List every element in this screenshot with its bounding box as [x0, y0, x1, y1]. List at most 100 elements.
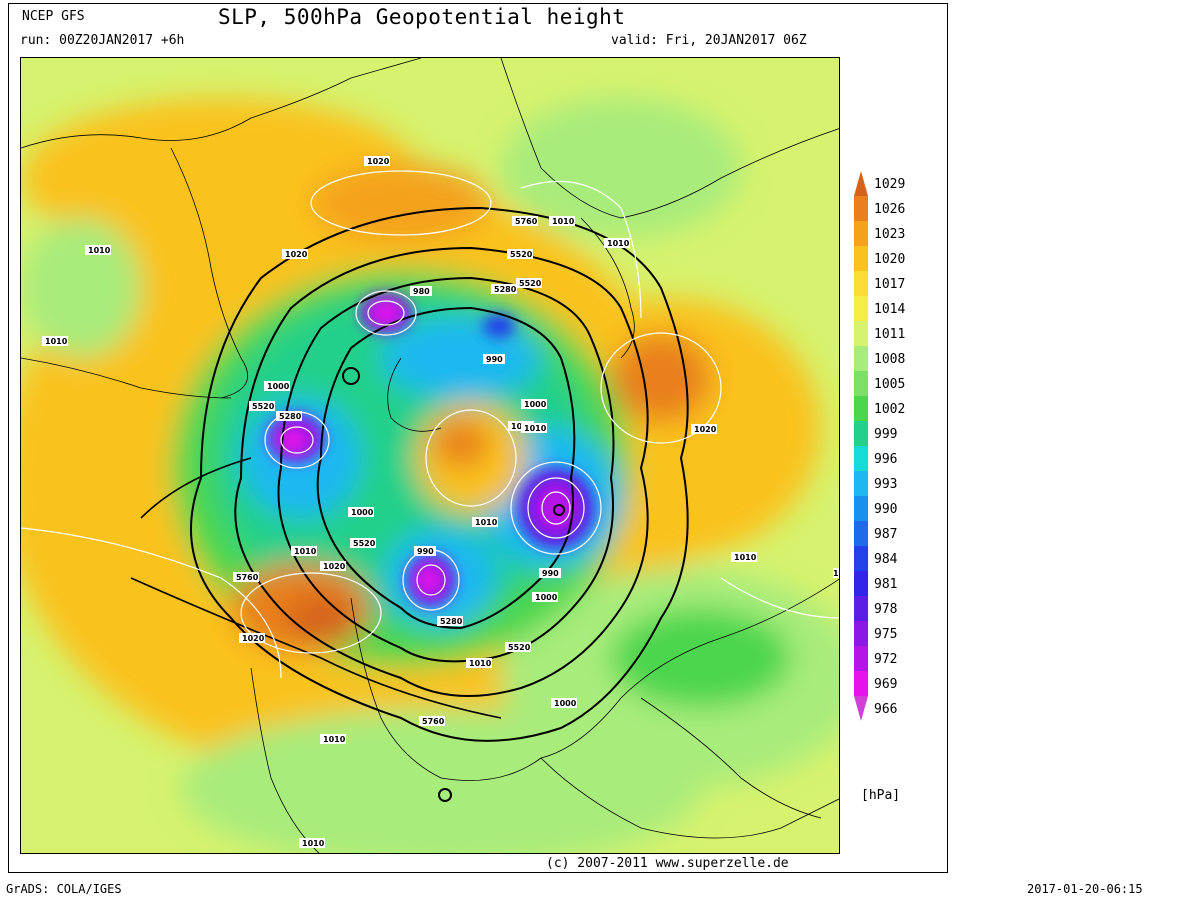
legend-value: 1011: [874, 327, 905, 342]
slp-label: 1010: [604, 238, 630, 248]
coastlines: [21, 58, 839, 853]
slp-label-text: 1000: [535, 593, 558, 602]
height-label: 5760: [233, 572, 259, 582]
legend-item: 975: [854, 621, 897, 646]
legend-value: 996: [874, 452, 897, 467]
height-label-text: 5760: [422, 717, 445, 726]
slp-label: 990: [414, 546, 436, 556]
legend-item: 972: [854, 646, 897, 671]
slp-label: 990: [539, 568, 561, 578]
legend-swatch: [854, 671, 868, 696]
slp-label-text: 1010: [607, 239, 630, 248]
legend-swatch: [854, 246, 868, 271]
model-source-label: NCEP GFS: [22, 9, 85, 24]
slp-label-text: 1020: [285, 250, 308, 259]
height-label-text: 5520: [519, 279, 542, 288]
slp-label: 1020: [364, 156, 390, 166]
grads-credit: GrADS: COLA/IGES: [6, 882, 122, 896]
slp-label-text: 1010: [475, 518, 498, 527]
slp-label-text: 1010: [45, 337, 68, 346]
legend-value: 981: [874, 577, 897, 592]
legend-swatch: [854, 646, 868, 671]
legend-value: 1020: [874, 252, 905, 267]
slp-label: 1010: [472, 517, 498, 527]
valid-label: valid: Fri, 20JAN2017 06Z: [611, 33, 807, 48]
slp-label-text: 980: [413, 287, 430, 296]
timestamp: 2017-01-20-06:15: [1027, 882, 1143, 896]
height-label: 5280: [491, 284, 517, 294]
slp-label-text: 1010: [88, 246, 111, 255]
slp-label: 1000: [521, 399, 547, 409]
legend-swatch: [854, 621, 868, 646]
slp-label: 1010: [833, 568, 839, 578]
legend-value: 1005: [874, 377, 905, 392]
slp-label: 1020: [239, 633, 265, 643]
legend-item: 969: [854, 671, 897, 696]
height-label: 5280: [437, 616, 463, 626]
slp-label: 1010: [291, 546, 317, 556]
legend-item: 996: [854, 446, 897, 471]
copyright-text: (c) 2007-2011 www.superzelle.de: [546, 856, 789, 871]
slp-label: 1010: [299, 838, 325, 848]
legend-unit: [hPa]: [861, 788, 901, 803]
legend-swatch: [854, 496, 868, 521]
height-label-text: 5760: [236, 573, 259, 582]
height-label-text: 5280: [279, 412, 302, 421]
height-label: 5520: [249, 401, 275, 411]
map-panel: 1020 1020 1010 1010 1010 1010 1010 1010 …: [20, 57, 840, 854]
legend-item: 984: [854, 546, 898, 571]
slp-label: 990: [483, 354, 505, 364]
legend-swatch: [854, 571, 868, 596]
legend-item: 1005: [854, 371, 905, 396]
legend-value: 969: [874, 677, 897, 692]
legend-swatch: [854, 371, 868, 396]
legend-item: 1014: [854, 296, 905, 321]
slp-label: 1020: [691, 424, 717, 434]
legend-value: 978: [874, 602, 897, 617]
slp-label-text: 1010: [294, 547, 317, 556]
slp-label-text: 1010: [469, 659, 492, 668]
slp-label: 1010: [320, 734, 346, 744]
slp-label-text: 1010: [524, 424, 547, 433]
slp-label: 1010: [85, 245, 111, 255]
legend-value: 1014: [874, 302, 905, 317]
legend-item: 987: [854, 521, 897, 546]
slp-label-text: 1020: [367, 157, 390, 166]
slp-label: 1010: [731, 552, 757, 562]
slp-label-text: 1010: [734, 553, 757, 562]
legend-item: 1017: [854, 271, 905, 296]
height-label: 5520: [516, 278, 542, 288]
low-centres: [268, 293, 594, 606]
slp-label-text: 990: [417, 547, 434, 556]
legend-value: 999: [874, 427, 897, 442]
height-label: 5760: [512, 216, 538, 226]
legend-item: 1002: [854, 396, 905, 421]
low-markers: [342, 367, 565, 802]
height-label-text: 5280: [440, 617, 463, 626]
chart-title: SLP, 500hPa Geopotential height: [218, 5, 626, 29]
legend-swatch: [854, 546, 868, 571]
legend-colorbar: 1029 1026 1023 1020 1017 1014 1011 1008 1005 1002…: [854, 171, 905, 721]
slp-label-text: 1010: [323, 735, 346, 744]
run-label: run: 00Z20JAN2017 +6h: [20, 33, 185, 48]
slp-label: 1010: [466, 658, 492, 668]
legend-swatch: [854, 346, 868, 371]
slp-label: 1020: [282, 249, 308, 259]
legend-value: 966: [874, 702, 897, 717]
legend-item: 990: [854, 496, 897, 521]
height-label: 5520: [350, 538, 376, 548]
slp-label-text: 1000: [554, 699, 577, 708]
height-label-text: 5520: [508, 643, 531, 652]
legend-swatch: [854, 471, 868, 496]
legend-swatch: [854, 521, 868, 546]
legend-item: 1011: [854, 321, 905, 346]
slp-label: 1000: [264, 381, 290, 391]
legend-value: 975: [874, 627, 897, 642]
chart-frame: [8, 3, 948, 873]
height-label-text: 5520: [252, 402, 275, 411]
legend-swatch: [854, 196, 868, 221]
height-label: 5520: [507, 249, 533, 259]
legend-value: 1029: [874, 177, 905, 192]
legend-swatch: [854, 296, 868, 321]
height-label: 5760: [419, 716, 445, 726]
